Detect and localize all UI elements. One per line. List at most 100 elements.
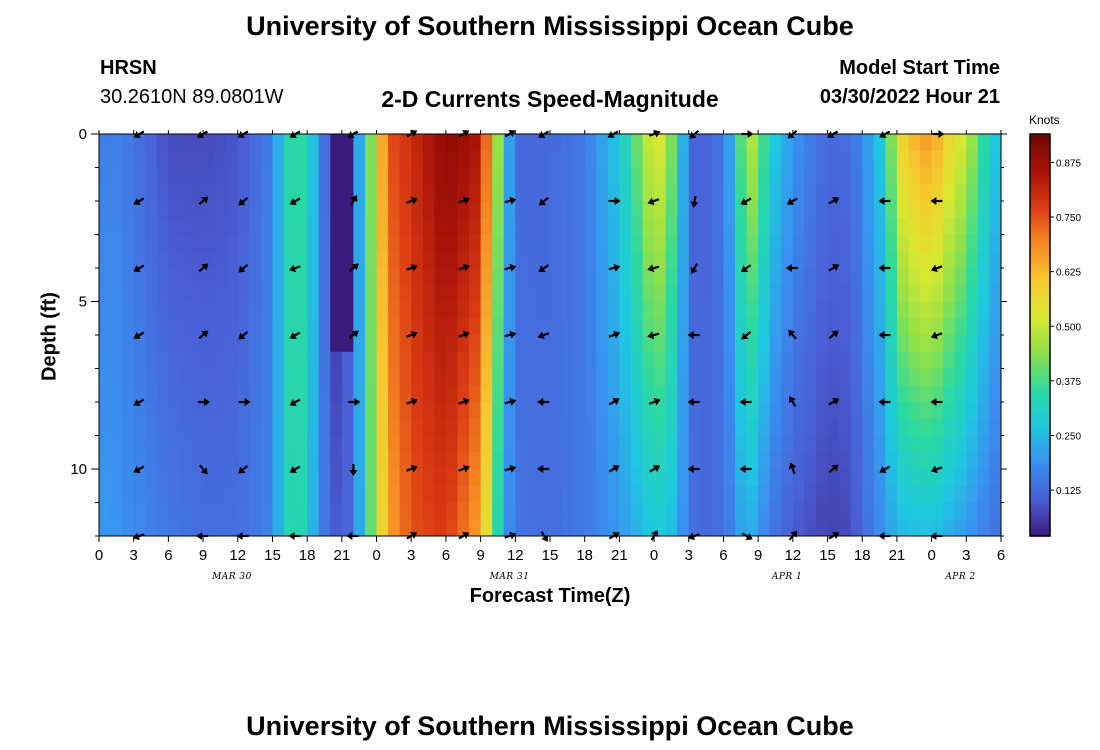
colorbar-segment — [1030, 482, 1050, 487]
heat-cell — [226, 485, 239, 504]
heat-cell — [214, 318, 227, 336]
x-tick-label: 21 — [889, 547, 906, 564]
heat-cell — [550, 335, 563, 353]
heat-cell — [550, 318, 563, 336]
heat-cell — [966, 469, 979, 487]
arrow-head — [133, 399, 141, 406]
heat-cell — [989, 150, 1001, 169]
heat-cell — [550, 485, 563, 504]
heat-cell — [654, 502, 667, 520]
heat-cell — [885, 150, 898, 169]
heat-cell — [526, 301, 540, 319]
heat-cell — [515, 452, 528, 470]
heat-cell — [862, 301, 875, 319]
heat-cell — [503, 284, 516, 303]
heat-cell — [168, 335, 181, 353]
heat-cell — [746, 167, 759, 185]
current-arrow — [198, 263, 209, 273]
heat-cell — [203, 284, 216, 303]
heat-cell — [480, 469, 493, 487]
heat-cell — [445, 167, 459, 185]
arrow-head — [462, 330, 470, 339]
heat-cell — [735, 134, 748, 152]
colorbar-frame — [1029, 133, 1051, 537]
heat-cell — [723, 201, 736, 219]
heat-cell — [307, 150, 320, 169]
heat-cell — [122, 268, 135, 286]
heat-cell — [492, 502, 505, 520]
heat-cell — [237, 502, 250, 520]
heat-cell — [781, 284, 794, 303]
current-arrow — [689, 129, 700, 139]
heat-cell — [550, 418, 563, 437]
heat-cell — [908, 268, 921, 286]
heat-cell — [827, 150, 840, 169]
heat-cell — [561, 519, 574, 536]
colorbar-segment — [1030, 522, 1050, 527]
heat-cell — [341, 435, 355, 453]
heat-cell — [746, 385, 759, 403]
heat-cell — [688, 385, 701, 403]
heat-cell — [341, 368, 355, 386]
arrow-head — [509, 330, 517, 339]
colorbar-segment — [1030, 432, 1050, 437]
heat-cell — [399, 452, 412, 470]
heat-cell — [364, 385, 378, 403]
heat-cell — [873, 234, 886, 252]
colorbar-segment — [1030, 422, 1050, 427]
heat-cell — [642, 485, 655, 504]
heat-cell — [619, 335, 632, 353]
heat-cell — [989, 268, 1001, 286]
heat-cell — [619, 502, 632, 520]
heat-cell — [677, 385, 690, 403]
heat-cell — [654, 385, 667, 403]
heat-cell — [411, 335, 424, 353]
heat-cell — [411, 418, 424, 437]
heat-cell — [619, 268, 632, 286]
heat-cell — [272, 150, 285, 169]
heat-cell — [804, 184, 817, 202]
heat-cell — [341, 134, 355, 152]
heat-cell — [839, 268, 852, 286]
heat-cell — [561, 435, 574, 453]
heat-cell — [353, 519, 366, 536]
heat-cell — [457, 485, 470, 504]
heat-cell — [723, 351, 736, 370]
heat-cell — [191, 402, 204, 420]
heat-cell — [237, 351, 250, 370]
heat-cell — [341, 184, 355, 202]
heat-cell — [272, 318, 285, 336]
heat-cell — [503, 418, 516, 437]
heat-cell — [145, 268, 158, 286]
heat-cell — [630, 368, 644, 386]
heat-cell — [341, 251, 355, 269]
heat-cell — [584, 452, 597, 470]
heat-cell — [457, 502, 470, 520]
heat-cell — [758, 519, 771, 536]
heat-cell — [931, 351, 944, 370]
heat-cell — [792, 251, 806, 269]
heat-cell — [503, 201, 516, 219]
heat-cell — [642, 201, 655, 219]
heat-cell — [469, 469, 482, 487]
heat-cell — [179, 335, 193, 353]
heat-cell — [769, 435, 782, 453]
heat-cell — [850, 234, 863, 252]
heat-cell — [584, 217, 597, 236]
heat-cell — [746, 452, 759, 470]
heat-cell — [480, 368, 493, 386]
heat-cell — [457, 469, 470, 487]
heat-cell — [156, 301, 169, 319]
heat-cell — [122, 234, 135, 252]
heat-cell — [538, 167, 551, 185]
heat-cell — [700, 184, 713, 202]
heat-cell — [908, 485, 921, 504]
arrow-head — [410, 263, 418, 272]
arrow-head — [289, 399, 297, 406]
heat-cell — [318, 201, 331, 219]
heat-cell — [110, 201, 123, 219]
heat-cell — [920, 318, 933, 336]
heat-cell — [388, 268, 401, 286]
heat-cell — [619, 368, 632, 386]
heat-cell — [862, 485, 875, 504]
